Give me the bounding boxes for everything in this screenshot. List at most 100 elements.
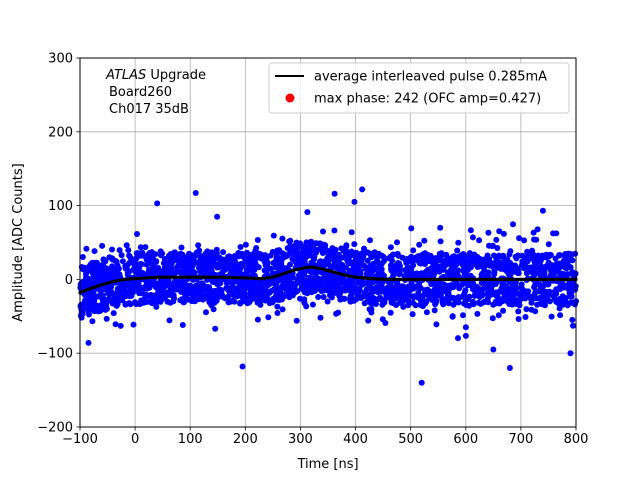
scatter-point	[97, 274, 104, 281]
scatter-point	[531, 262, 538, 269]
scatter-point	[408, 253, 415, 260]
scatter-point	[531, 270, 538, 277]
scatter-point	[195, 242, 202, 249]
scatter-point	[521, 237, 528, 244]
scatter-point	[485, 229, 492, 236]
scatter-point	[495, 312, 502, 319]
scatter-point	[184, 270, 191, 277]
scatter-point	[454, 247, 461, 254]
scatter-point	[167, 299, 174, 306]
scatter-point	[163, 279, 170, 286]
scatter-point	[555, 300, 562, 307]
scatter-point	[340, 286, 347, 293]
scatter-point	[163, 269, 170, 276]
scatter-point	[484, 252, 491, 259]
scatter-point	[378, 270, 385, 276]
scatter-point	[252, 293, 259, 300]
scatter-point	[471, 292, 478, 299]
scatter-point	[348, 270, 355, 276]
scatter-point	[539, 267, 546, 274]
scatter-point	[117, 322, 124, 329]
scatter-point	[343, 242, 350, 249]
scatter-point	[569, 316, 576, 323]
scatter-point	[562, 295, 569, 301]
y-tick-label: −100	[37, 347, 73, 362]
scatter-point	[380, 253, 387, 260]
scatter-point	[533, 288, 540, 295]
scatter-point	[79, 307, 86, 314]
scatter-point	[143, 299, 150, 305]
scatter-point	[492, 281, 499, 287]
scatter-point	[334, 274, 341, 281]
scatter-outlier	[239, 363, 246, 370]
scatter-point	[351, 241, 358, 248]
scatter-point	[257, 251, 264, 258]
scatter-point	[387, 309, 394, 316]
scatter-point	[481, 256, 488, 263]
scatter-point	[449, 264, 456, 271]
scatter-point	[529, 247, 536, 254]
scatter-point	[515, 267, 522, 274]
scatter-point	[328, 276, 335, 283]
scatter-point	[242, 257, 249, 264]
scatter-point	[279, 235, 286, 242]
scatter-point	[539, 272, 546, 279]
axis-ticks: −100 0 100 200 300 400 500 600 700 800−200−100010…	[37, 52, 588, 448]
scatter-point	[395, 269, 402, 276]
scatter-point	[530, 229, 537, 236]
scatter-point	[552, 266, 559, 273]
plot-frame	[79, 57, 577, 428]
scatter-point	[254, 316, 261, 323]
y-axis-label: Amplitude [ADC Counts]	[11, 163, 26, 321]
scatter-point	[130, 321, 137, 328]
scatter-point	[455, 335, 461, 342]
scatter-point	[322, 277, 329, 284]
scatter-point	[319, 250, 326, 256]
scatter-point	[322, 242, 329, 249]
scatter-point	[235, 253, 242, 260]
scatter-point	[161, 256, 168, 262]
scatter-outlier	[506, 364, 513, 371]
y-tick-label: −200	[37, 421, 73, 436]
scatter-point	[400, 286, 407, 293]
scatter-point	[301, 299, 308, 305]
scatter-point	[191, 295, 198, 302]
scatter-point	[254, 299, 261, 306]
scatter-point	[112, 321, 119, 328]
scatter-point	[274, 310, 281, 316]
scatter-point	[460, 312, 466, 319]
scatter-outlier	[418, 379, 425, 386]
scatter-point	[223, 257, 230, 263]
scatter-point	[367, 237, 373, 244]
scatter-point	[168, 288, 175, 295]
scatter-point	[492, 292, 499, 298]
scatter-point	[153, 303, 160, 310]
scatter-point	[179, 322, 186, 328]
scatter-point	[476, 237, 483, 244]
scatter-point	[443, 251, 450, 258]
scatter-point	[233, 278, 240, 285]
scatter-point	[118, 252, 125, 259]
scatter-point	[521, 265, 527, 272]
scatter-point	[214, 213, 221, 220]
scatter-point	[475, 299, 482, 306]
scatter-point	[352, 258, 359, 265]
scatter-point	[136, 286, 143, 293]
scatter-point	[226, 265, 233, 272]
scatter-point	[510, 221, 516, 228]
scatter-outlier	[154, 200, 161, 207]
scatter-point	[102, 306, 109, 313]
scatter-point	[429, 297, 436, 303]
scatter-point	[440, 286, 447, 293]
scatter-point	[320, 294, 327, 300]
scatter-point	[333, 284, 340, 290]
scatter-point	[305, 276, 312, 283]
scatter-point	[237, 244, 244, 250]
scatter-point	[211, 299, 218, 306]
y-tick-label: 300	[48, 52, 73, 67]
scatter-point	[433, 321, 440, 328]
scatter-point	[548, 313, 555, 320]
scatter-point	[299, 268, 306, 275]
annotation-line-1: ATLAS Upgrade	[105, 68, 206, 83]
scatter-point	[461, 289, 468, 295]
